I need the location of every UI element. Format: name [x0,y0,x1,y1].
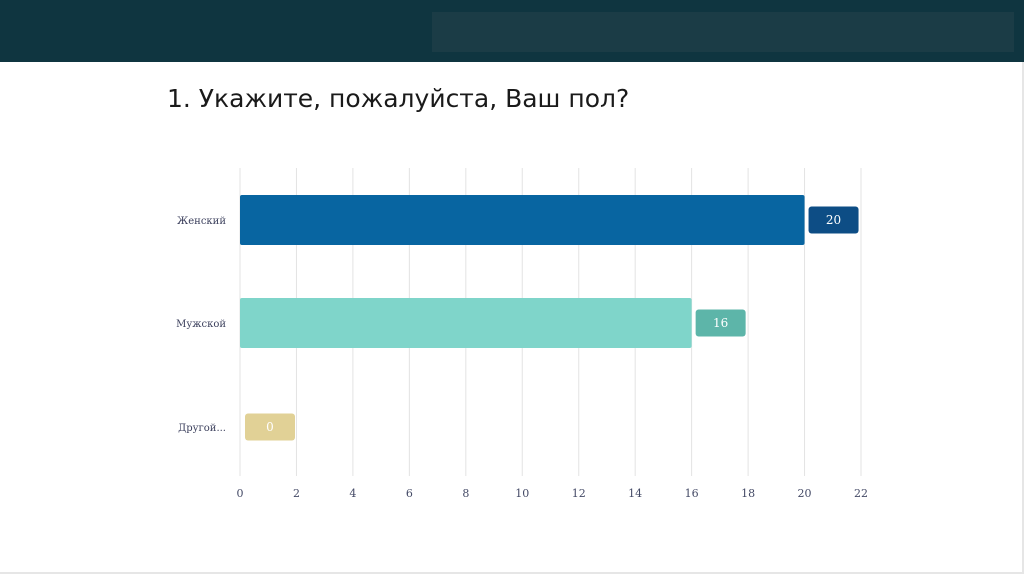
x-tick-label: 22 [854,487,868,500]
x-tick-label: 18 [741,487,755,500]
chart-x-axis-ticks: 0 2 4 6 8 10 12 14 16 18 20 22 [237,487,869,500]
x-tick-label: 20 [798,487,812,500]
header-bar [0,0,1024,62]
x-tick-label: 8 [462,487,469,500]
x-tick-label: 14 [628,487,642,500]
value-label: 16 [713,316,728,330]
page-title: 1. Укажите, пожалуйста, Ваш пол? [167,84,630,113]
x-tick-label: 4 [349,487,356,500]
x-tick-label: 16 [685,487,699,500]
value-label-badge [245,413,295,441]
bar [240,195,805,245]
value-label: 20 [826,213,841,227]
category-label: Другой... [178,423,226,434]
bar [240,298,692,348]
x-tick-label: 0 [237,487,244,500]
category-label: Женский [177,216,226,227]
slide-frame [0,62,1024,574]
x-tick-label: 10 [515,487,529,500]
value-label: 0 [266,420,274,434]
x-tick-label: 12 [572,487,586,500]
chart-bars: 20 16 0 [240,195,859,441]
category-label: Мужской [176,319,226,330]
value-label-badge [808,206,859,234]
x-tick-label: 6 [406,487,413,500]
header-panel [432,12,1014,52]
value-label-badge [695,309,746,337]
chart-category-labels: Женский Мужской Другой... [176,216,226,434]
x-tick-label: 2 [293,487,300,500]
